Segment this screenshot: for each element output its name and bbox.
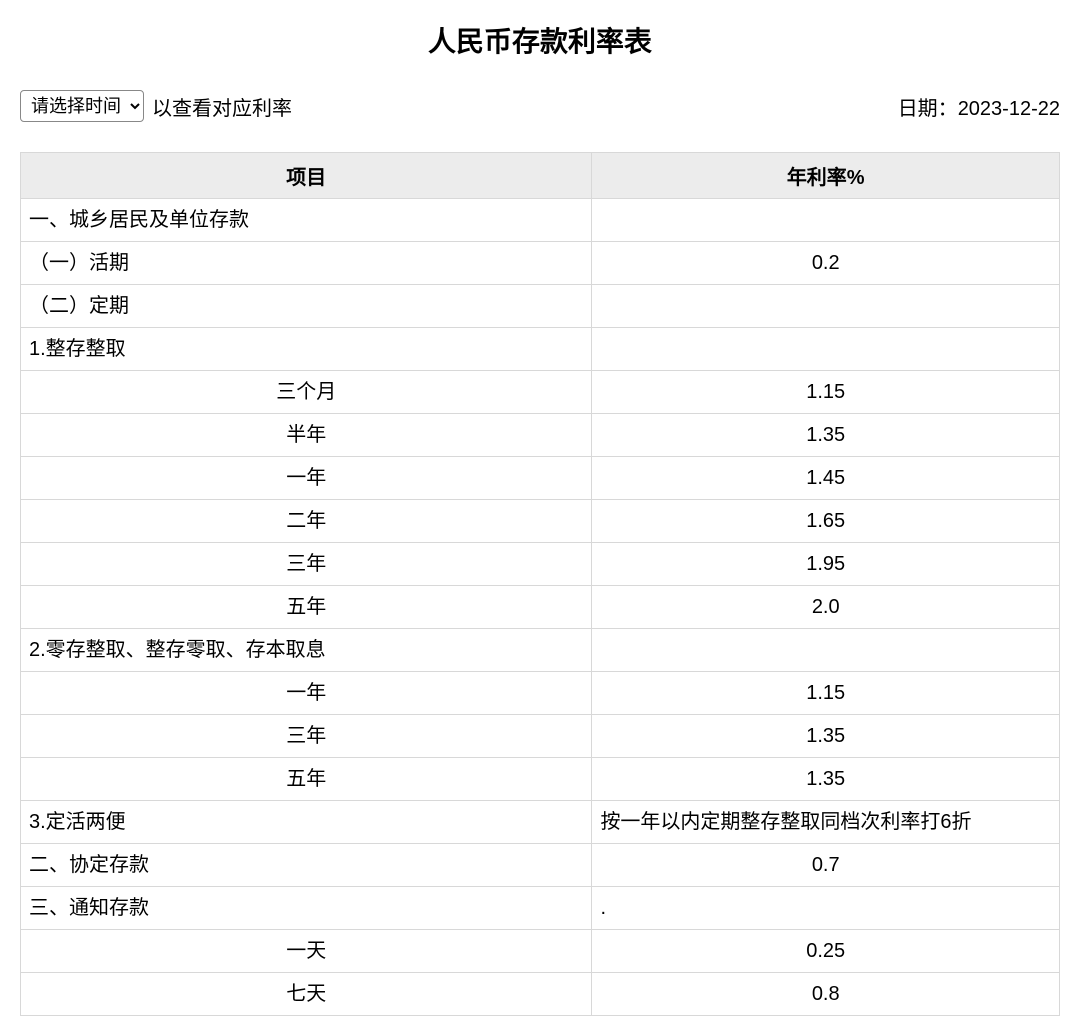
cell-item: 三、通知存款 <box>21 887 592 930</box>
cell-rate: 1.65 <box>592 500 1060 543</box>
cell-rate: 1.35 <box>592 758 1060 801</box>
cell-item: 一年 <box>21 457 592 500</box>
cell-rate: 0.8 <box>592 973 1060 1016</box>
rate-table: 项目 年利率% 一、城乡居民及单位存款（一）活期0.2（二）定期1.整存整取三个… <box>20 152 1060 1016</box>
controls-row: 请选择时间 以查看对应利率 日期：2023-12-22 <box>20 90 1060 122</box>
cell-item: 一年 <box>21 672 592 715</box>
page-title: 人民币存款利率表 <box>20 20 1060 60</box>
cell-rate <box>592 328 1060 371</box>
table-row: 三个月1.15 <box>21 371 1060 414</box>
cell-item: 七天 <box>21 973 592 1016</box>
cell-rate <box>592 285 1060 328</box>
table-row: 三年1.95 <box>21 543 1060 586</box>
cell-rate: 按一年以内定期整存整取同档次利率打6折 <box>592 801 1060 844</box>
cell-item: 二、协定存款 <box>21 844 592 887</box>
cell-rate: 1.35 <box>592 414 1060 457</box>
cell-item: 三年 <box>21 715 592 758</box>
cell-item: 三年 <box>21 543 592 586</box>
table-row: 二年1.65 <box>21 500 1060 543</box>
cell-item: 二年 <box>21 500 592 543</box>
cell-rate: 0.7 <box>592 844 1060 887</box>
page-container: 人民币存款利率表 请选择时间 以查看对应利率 日期：2023-12-22 项目 … <box>20 20 1060 1016</box>
cell-rate: 0.25 <box>592 930 1060 973</box>
cell-rate: 1.15 <box>592 672 1060 715</box>
table-row: 一、城乡居民及单位存款 <box>21 199 1060 242</box>
cell-item: 五年 <box>21 586 592 629</box>
hint-text: 以查看对应利率 <box>152 92 292 121</box>
cell-rate: 1.15 <box>592 371 1060 414</box>
cell-rate: 0.2 <box>592 242 1060 285</box>
left-controls: 请选择时间 以查看对应利率 <box>20 90 292 122</box>
column-header-rate: 年利率% <box>592 153 1060 199</box>
cell-rate <box>592 199 1060 242</box>
table-row: 三年1.35 <box>21 715 1060 758</box>
cell-rate: 1.35 <box>592 715 1060 758</box>
cell-item: 半年 <box>21 414 592 457</box>
table-row: 七天0.8 <box>21 973 1060 1016</box>
cell-item: 一、城乡居民及单位存款 <box>21 199 592 242</box>
cell-item: （二）定期 <box>21 285 592 328</box>
table-body: 一、城乡居民及单位存款（一）活期0.2（二）定期1.整存整取三个月1.15半年1… <box>21 199 1060 1016</box>
table-row: 半年1.35 <box>21 414 1060 457</box>
cell-rate: 1.45 <box>592 457 1060 500</box>
time-selector[interactable]: 请选择时间 <box>20 90 144 122</box>
cell-item: （一）活期 <box>21 242 592 285</box>
cell-item: 一天 <box>21 930 592 973</box>
date-value: 2023-12-22 <box>958 98 1060 120</box>
cell-rate: 1.95 <box>592 543 1060 586</box>
cell-item: 五年 <box>21 758 592 801</box>
table-row: 2.零存整取、整存零取、存本取息 <box>21 629 1060 672</box>
cell-rate <box>592 629 1060 672</box>
table-row: 一年1.45 <box>21 457 1060 500</box>
cell-item: 三个月 <box>21 371 592 414</box>
cell-item: 1.整存整取 <box>21 328 592 371</box>
table-row: 一天0.25 <box>21 930 1060 973</box>
table-row: 3.定活两便按一年以内定期整存整取同档次利率打6折 <box>21 801 1060 844</box>
date-label: 日期： <box>898 98 958 120</box>
cell-item: 2.零存整取、整存零取、存本取息 <box>21 629 592 672</box>
column-header-item: 项目 <box>21 153 592 199</box>
table-row: 1.整存整取 <box>21 328 1060 371</box>
table-row: 二、协定存款0.7 <box>21 844 1060 887</box>
date-display: 日期：2023-12-22 <box>898 92 1060 121</box>
cell-rate: . <box>592 887 1060 930</box>
cell-item: 3.定活两便 <box>21 801 592 844</box>
table-row: 五年1.35 <box>21 758 1060 801</box>
table-row: （二）定期 <box>21 285 1060 328</box>
table-row: 三、通知存款. <box>21 887 1060 930</box>
table-row: （一）活期0.2 <box>21 242 1060 285</box>
table-header-row: 项目 年利率% <box>21 153 1060 199</box>
table-row: 五年2.0 <box>21 586 1060 629</box>
cell-rate: 2.0 <box>592 586 1060 629</box>
table-row: 一年1.15 <box>21 672 1060 715</box>
